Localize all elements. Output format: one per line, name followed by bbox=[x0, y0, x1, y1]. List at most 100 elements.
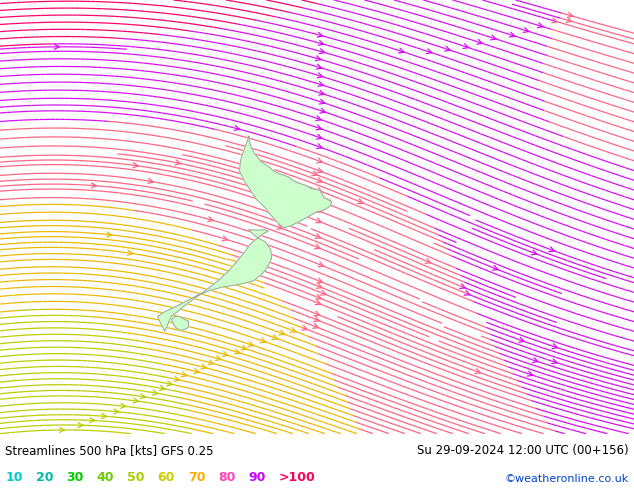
Text: 50: 50 bbox=[127, 471, 145, 484]
FancyArrowPatch shape bbox=[463, 44, 469, 49]
FancyArrowPatch shape bbox=[533, 358, 538, 363]
FancyArrowPatch shape bbox=[223, 352, 228, 356]
FancyArrowPatch shape bbox=[316, 125, 321, 130]
FancyArrowPatch shape bbox=[160, 386, 165, 391]
FancyArrowPatch shape bbox=[491, 35, 496, 40]
FancyArrowPatch shape bbox=[107, 232, 112, 237]
FancyArrowPatch shape bbox=[318, 81, 323, 86]
FancyArrowPatch shape bbox=[319, 90, 324, 95]
FancyArrowPatch shape bbox=[314, 317, 320, 321]
FancyArrowPatch shape bbox=[477, 40, 482, 44]
FancyArrowPatch shape bbox=[174, 376, 179, 381]
FancyArrowPatch shape bbox=[538, 23, 543, 27]
FancyArrowPatch shape bbox=[527, 371, 533, 376]
FancyArrowPatch shape bbox=[133, 163, 138, 168]
FancyArrowPatch shape bbox=[316, 284, 322, 288]
FancyArrowPatch shape bbox=[140, 394, 145, 399]
Polygon shape bbox=[172, 316, 189, 330]
FancyArrowPatch shape bbox=[320, 291, 326, 295]
FancyArrowPatch shape bbox=[316, 188, 322, 193]
FancyArrowPatch shape bbox=[216, 356, 221, 361]
Text: 90: 90 bbox=[249, 471, 266, 484]
FancyArrowPatch shape bbox=[358, 199, 363, 203]
FancyArrowPatch shape bbox=[290, 328, 296, 332]
FancyArrowPatch shape bbox=[260, 338, 266, 343]
FancyArrowPatch shape bbox=[60, 427, 65, 433]
FancyArrowPatch shape bbox=[444, 46, 450, 51]
FancyArrowPatch shape bbox=[475, 369, 481, 373]
Polygon shape bbox=[157, 230, 271, 331]
FancyArrowPatch shape bbox=[317, 73, 323, 77]
FancyArrowPatch shape bbox=[208, 360, 214, 365]
Text: 70: 70 bbox=[188, 471, 205, 484]
FancyArrowPatch shape bbox=[120, 403, 126, 408]
FancyArrowPatch shape bbox=[315, 234, 321, 238]
FancyArrowPatch shape bbox=[181, 372, 187, 377]
FancyArrowPatch shape bbox=[316, 218, 321, 223]
FancyArrowPatch shape bbox=[523, 27, 529, 32]
FancyArrowPatch shape bbox=[552, 18, 557, 23]
Text: Streamlines 500 hPa [kts] GFS 0.25: Streamlines 500 hPa [kts] GFS 0.25 bbox=[5, 444, 214, 457]
FancyArrowPatch shape bbox=[320, 49, 325, 53]
FancyArrowPatch shape bbox=[175, 160, 181, 165]
Text: 30: 30 bbox=[66, 471, 83, 484]
FancyArrowPatch shape bbox=[272, 335, 278, 340]
Text: ©weatheronline.co.uk: ©weatheronline.co.uk bbox=[505, 474, 629, 484]
FancyArrowPatch shape bbox=[234, 349, 240, 354]
FancyArrowPatch shape bbox=[493, 266, 498, 270]
FancyArrowPatch shape bbox=[315, 300, 321, 305]
FancyArrowPatch shape bbox=[460, 284, 465, 289]
FancyArrowPatch shape bbox=[234, 125, 240, 130]
FancyArrowPatch shape bbox=[101, 414, 107, 418]
FancyArrowPatch shape bbox=[464, 291, 470, 295]
FancyArrowPatch shape bbox=[208, 217, 213, 221]
FancyArrowPatch shape bbox=[276, 224, 282, 229]
FancyArrowPatch shape bbox=[316, 294, 321, 299]
FancyArrowPatch shape bbox=[133, 398, 138, 403]
Polygon shape bbox=[240, 136, 332, 228]
Text: 60: 60 bbox=[157, 471, 174, 484]
FancyArrowPatch shape bbox=[316, 134, 322, 139]
FancyArrowPatch shape bbox=[313, 323, 318, 328]
FancyArrowPatch shape bbox=[317, 278, 323, 283]
FancyArrowPatch shape bbox=[222, 236, 228, 241]
FancyArrowPatch shape bbox=[552, 359, 557, 364]
FancyArrowPatch shape bbox=[318, 41, 324, 45]
FancyArrowPatch shape bbox=[425, 259, 430, 263]
FancyArrowPatch shape bbox=[531, 250, 537, 255]
FancyArrowPatch shape bbox=[567, 13, 573, 17]
FancyArrowPatch shape bbox=[55, 44, 60, 49]
Text: 10: 10 bbox=[5, 471, 23, 484]
FancyArrowPatch shape bbox=[241, 345, 247, 350]
FancyArrowPatch shape bbox=[509, 32, 515, 37]
FancyArrowPatch shape bbox=[314, 244, 320, 249]
FancyArrowPatch shape bbox=[302, 325, 307, 330]
FancyArrowPatch shape bbox=[317, 178, 322, 182]
FancyArrowPatch shape bbox=[316, 64, 322, 69]
FancyArrowPatch shape bbox=[252, 171, 257, 175]
FancyArrowPatch shape bbox=[316, 208, 321, 213]
FancyArrowPatch shape bbox=[320, 99, 325, 104]
FancyArrowPatch shape bbox=[248, 342, 254, 346]
FancyArrowPatch shape bbox=[317, 168, 323, 172]
FancyArrowPatch shape bbox=[566, 18, 572, 23]
Text: 80: 80 bbox=[218, 471, 235, 484]
FancyArrowPatch shape bbox=[201, 364, 206, 369]
FancyArrowPatch shape bbox=[127, 250, 133, 255]
FancyArrowPatch shape bbox=[193, 368, 199, 373]
FancyArrowPatch shape bbox=[152, 390, 158, 395]
FancyArrowPatch shape bbox=[315, 56, 321, 61]
Text: 40: 40 bbox=[96, 471, 114, 484]
FancyArrowPatch shape bbox=[148, 178, 153, 183]
FancyArrowPatch shape bbox=[279, 330, 285, 335]
FancyArrowPatch shape bbox=[78, 422, 83, 428]
FancyArrowPatch shape bbox=[89, 418, 94, 423]
FancyArrowPatch shape bbox=[316, 144, 322, 148]
FancyArrowPatch shape bbox=[426, 49, 432, 53]
Text: 20: 20 bbox=[36, 471, 53, 484]
FancyArrowPatch shape bbox=[318, 262, 323, 267]
FancyArrowPatch shape bbox=[314, 311, 320, 316]
FancyArrowPatch shape bbox=[552, 344, 557, 348]
FancyArrowPatch shape bbox=[317, 158, 323, 163]
FancyArrowPatch shape bbox=[549, 247, 555, 252]
